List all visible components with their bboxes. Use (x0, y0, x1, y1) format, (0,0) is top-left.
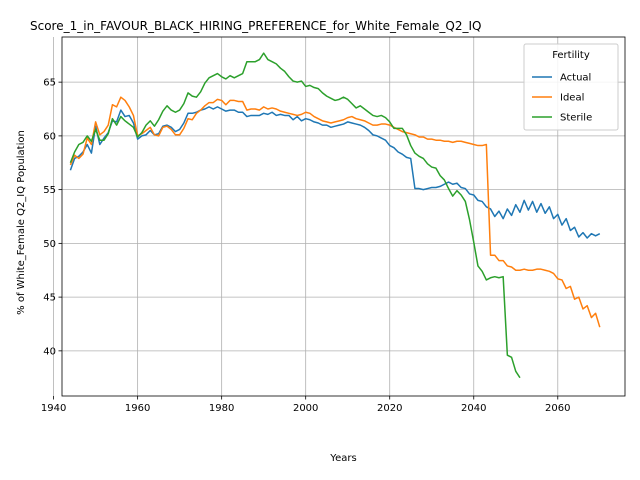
x-tick-label: 1940 (41, 403, 66, 414)
x-tick-label: 1960 (125, 403, 150, 414)
x-axis: 1940 1960 1980 2000 2020 2040 2060 (41, 396, 571, 414)
legend-title: Fertility (552, 50, 590, 61)
series-line-sterile (69, 52, 521, 379)
legend: Fertility Actual Ideal Sterile (523, 43, 619, 131)
y-tick-label: 55 (43, 185, 56, 196)
x-tick-label: 1980 (209, 403, 234, 414)
legend-box (523, 43, 619, 131)
y-axis: 40 45 50 55 60 65 (43, 78, 62, 357)
legend-label-ideal: Ideal (560, 93, 584, 104)
series-line-actual (69, 106, 601, 239)
y-axis-label: % of White_Female Q2_IQ Population (16, 130, 27, 315)
x-tick-label: 2060 (545, 403, 570, 414)
y-tick-label: 65 (43, 78, 56, 89)
series-lines (69, 52, 601, 379)
y-tick-label: 40 (43, 346, 56, 357)
x-tick-label: 2020 (377, 403, 402, 414)
plot-frame (61, 36, 626, 397)
chart-title: Score_1_in_FAVOUR_BLACK_HIRING_PREFERENC… (30, 19, 482, 33)
series-line-ideal (69, 96, 601, 328)
legend-label-sterile: Sterile (560, 113, 592, 124)
x-tick-label: 2000 (293, 403, 318, 414)
y-tick-label: 50 (43, 239, 56, 250)
x-tick-label: 2040 (461, 403, 486, 414)
x-axis-label: Years (329, 453, 356, 464)
y-tick-label: 60 (43, 131, 56, 142)
y-tick-label: 45 (43, 293, 56, 304)
legend-label-actual: Actual (560, 73, 591, 84)
